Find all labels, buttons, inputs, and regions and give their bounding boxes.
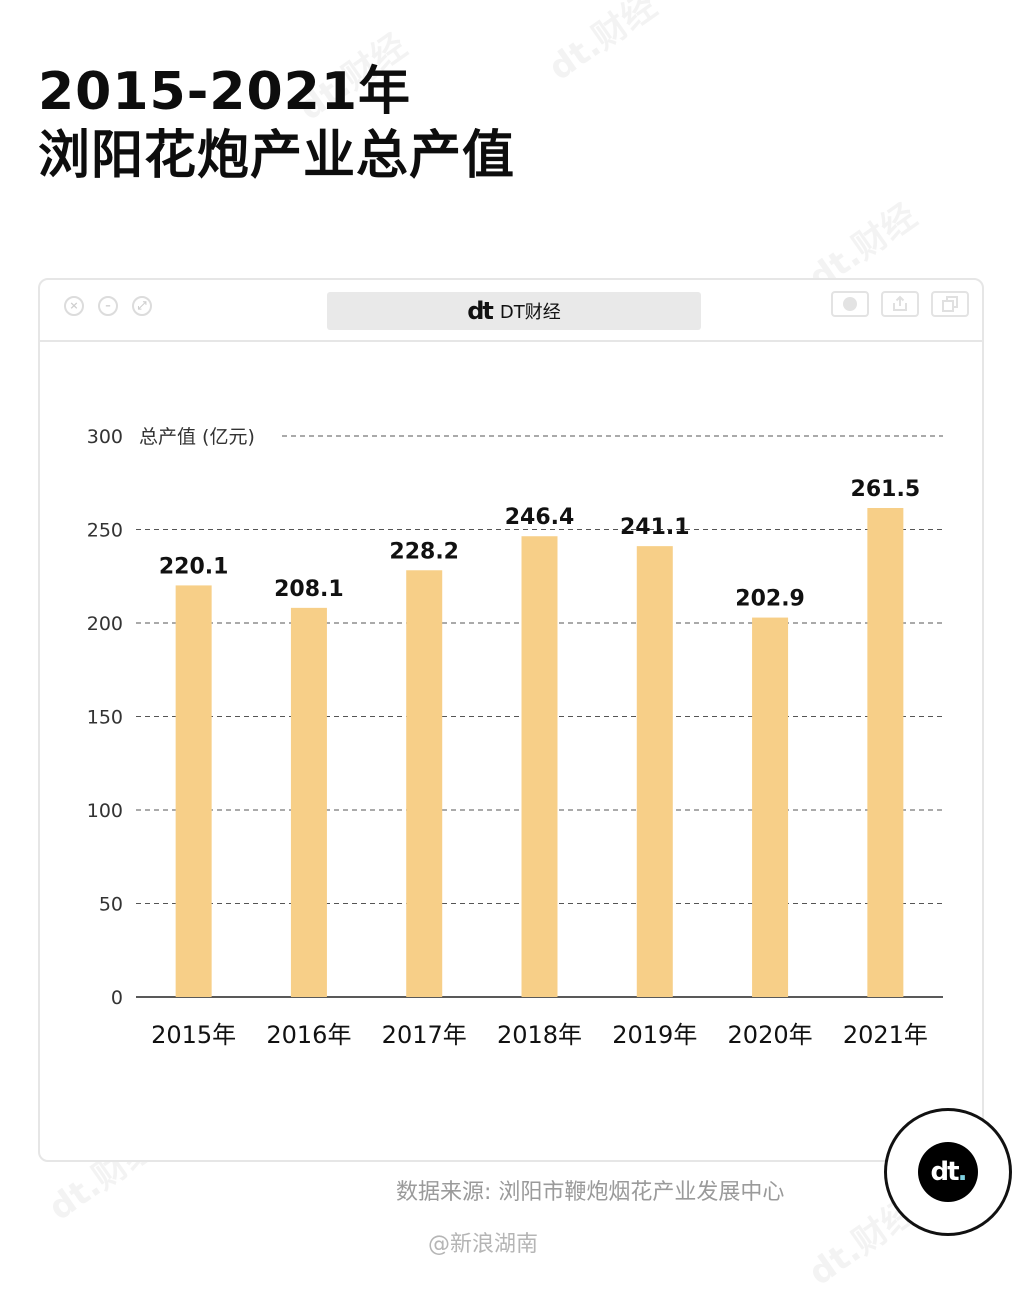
- y-tick-label: 300: [87, 426, 123, 448]
- minimize-icon[interactable]: –: [98, 296, 118, 316]
- source-note: 数据来源: 浏阳市鞭炮烟花产业发展中心: [396, 1180, 785, 1205]
- fullscreen-icon[interactable]: ⤢: [132, 296, 152, 316]
- record-button[interactable]: [831, 291, 869, 317]
- y-tick-label: 250: [87, 520, 123, 542]
- dt-logo-icon: dt: [467, 297, 494, 325]
- bar: [290, 607, 327, 997]
- badge-logo-text: dt: [930, 1157, 960, 1187]
- dt-badge: dt.: [884, 1108, 1012, 1236]
- bar: [636, 546, 673, 997]
- title-line-2: 浏阳花炮产业总产值: [38, 126, 516, 186]
- x-tick-label: 2018年: [497, 1021, 582, 1049]
- share-icon: [893, 295, 907, 311]
- duplicate-button[interactable]: [931, 291, 969, 317]
- share-button[interactable]: [881, 291, 919, 317]
- x-tick-label: 2016年: [266, 1021, 351, 1049]
- window-title-bar: × – ⤢ dt DT财经: [40, 280, 982, 342]
- close-icon[interactable]: ×: [64, 296, 84, 316]
- x-tick-label: 2020年: [728, 1021, 813, 1049]
- data-label: 208.1: [274, 577, 344, 602]
- y-tick-label: 100: [87, 800, 123, 822]
- y-tick-label: 200: [87, 613, 123, 635]
- bar: [521, 536, 558, 997]
- x-tick-label: 2017年: [382, 1021, 467, 1049]
- data-label: 261.5: [851, 477, 921, 502]
- data-label: 241.1: [620, 515, 690, 540]
- bar: [752, 617, 789, 997]
- y-tick-label: 150: [87, 707, 123, 729]
- y-tick-label: 0: [111, 987, 123, 1009]
- data-label: 246.4: [505, 505, 575, 530]
- dt-logo-icon: dt.: [918, 1142, 978, 1202]
- data-label: 202.9: [735, 587, 805, 612]
- y-tick-label: 50: [99, 894, 123, 916]
- y-axis-label: 总产值 (亿元): [139, 426, 255, 448]
- bar: [406, 570, 443, 997]
- bar: [867, 507, 904, 997]
- data-label: 228.2: [389, 539, 459, 564]
- address-text: DT财经: [499, 302, 561, 323]
- x-tick-label: 2021年: [843, 1021, 928, 1049]
- page-title: 2015-2021年 浏阳花炮产业总产值: [38, 60, 515, 188]
- x-tick-label: 2019年: [612, 1021, 697, 1049]
- bar: [175, 585, 212, 997]
- duplicate-icon: [942, 296, 958, 312]
- title-line-1: 2015-2021年: [38, 62, 412, 122]
- record-icon: [843, 297, 857, 311]
- data-label: 220.1: [159, 554, 229, 579]
- weibo-handle: @新浪湖南: [428, 1232, 539, 1257]
- address-bar[interactable]: dt DT财经: [327, 292, 701, 330]
- bar-chart: 0 50 100 150 200 250 300 总产值 (亿元) 220.1 2015年 208.…: [87, 426, 943, 1049]
- x-tick-label: 2015年: [151, 1021, 236, 1049]
